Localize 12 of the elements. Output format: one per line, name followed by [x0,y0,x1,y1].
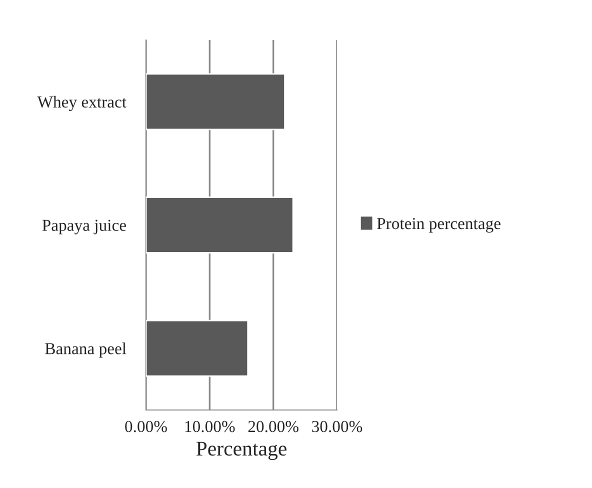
y-tick-label: Papaya juice [42,220,126,234]
y-tick-label: Banana peel [45,342,126,358]
x-tick-label: 30.00% [312,420,362,432]
y-tick-label: Whey extract [37,96,126,112]
x-axis-title: Percentage [196,442,286,460]
x-tick-label: 0.00% [125,420,167,432]
bar [146,320,249,377]
x-tick-label: 20.00% [248,420,298,432]
x-tick-label: 10.00% [185,420,235,432]
bar [146,73,286,130]
bar [146,196,294,254]
legend-label: Protein percentage [377,218,500,233]
